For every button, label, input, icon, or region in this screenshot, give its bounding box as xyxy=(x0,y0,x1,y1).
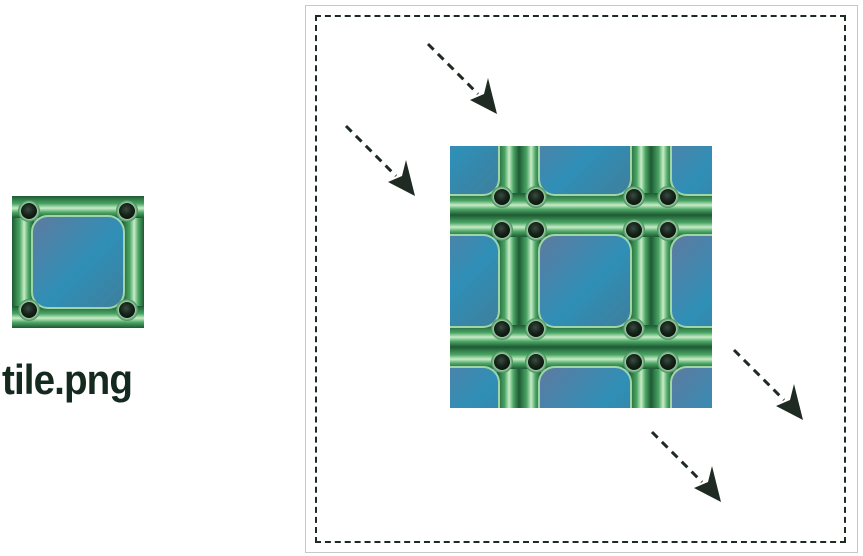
canvas-dashed-border xyxy=(315,15,846,543)
canvas-outer-frame xyxy=(305,5,858,553)
tiled-background-icon xyxy=(450,146,712,408)
tile-caption: tile.png xyxy=(2,356,133,403)
tile-image-icon xyxy=(11,195,145,329)
